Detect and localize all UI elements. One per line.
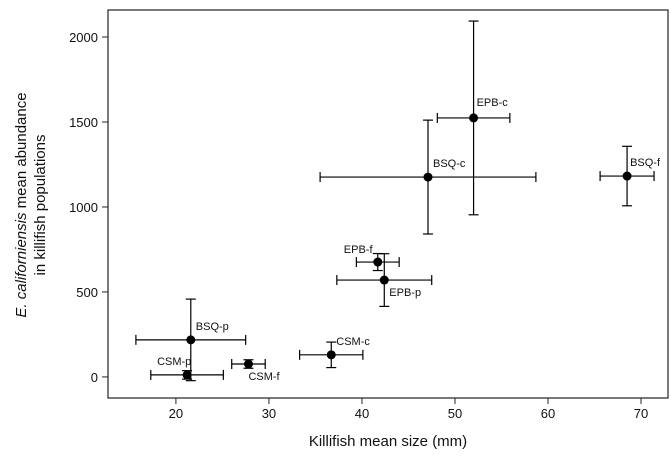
point bbox=[373, 257, 383, 267]
y-label-rest: mean abundance bbox=[13, 92, 30, 212]
point bbox=[379, 275, 389, 285]
y-tick-label: 1500 bbox=[69, 115, 98, 130]
point-label: EPB-p bbox=[389, 287, 421, 299]
point-label: EPB-f bbox=[344, 244, 374, 256]
point-label: CSM-p bbox=[157, 356, 191, 368]
point-label: BSQ-f bbox=[630, 157, 661, 169]
y-axis-label: E. californiensis mean abundance in kill… bbox=[13, 92, 49, 317]
x-tick-label: 20 bbox=[169, 406, 183, 421]
plot-frame bbox=[107, 9, 669, 399]
y-axis-label-line2: in killifish populations bbox=[32, 135, 49, 276]
point-label: BSQ-c bbox=[433, 158, 466, 170]
y-tick-label: 0 bbox=[91, 370, 98, 385]
y-tick-label: 1000 bbox=[69, 200, 98, 215]
x-tick-label: 70 bbox=[634, 406, 648, 421]
point bbox=[326, 350, 336, 360]
point bbox=[469, 113, 479, 123]
y-tick-label: 500 bbox=[76, 285, 98, 300]
x-axis-label: Killifish mean size (mm) bbox=[309, 433, 467, 450]
y-tick-label: 2000 bbox=[69, 30, 98, 45]
point bbox=[423, 172, 433, 182]
point-label: CSM-f bbox=[248, 371, 280, 383]
point-label: EPB-c bbox=[477, 97, 509, 109]
x-tick-label: 60 bbox=[541, 406, 555, 421]
x-tick-label: 50 bbox=[448, 406, 462, 421]
point bbox=[622, 171, 632, 181]
x-tick-label: 40 bbox=[355, 406, 369, 421]
y-axis-label-line1: E. californiensis mean abundance bbox=[13, 92, 30, 317]
point-label: CSM-c bbox=[336, 336, 370, 348]
y-label-italic: E. californiensis bbox=[13, 212, 30, 318]
point bbox=[186, 335, 196, 345]
point bbox=[243, 359, 253, 369]
x-tick-label: 30 bbox=[262, 406, 276, 421]
point-label: BSQ-p bbox=[196, 321, 229, 333]
point bbox=[182, 370, 192, 380]
